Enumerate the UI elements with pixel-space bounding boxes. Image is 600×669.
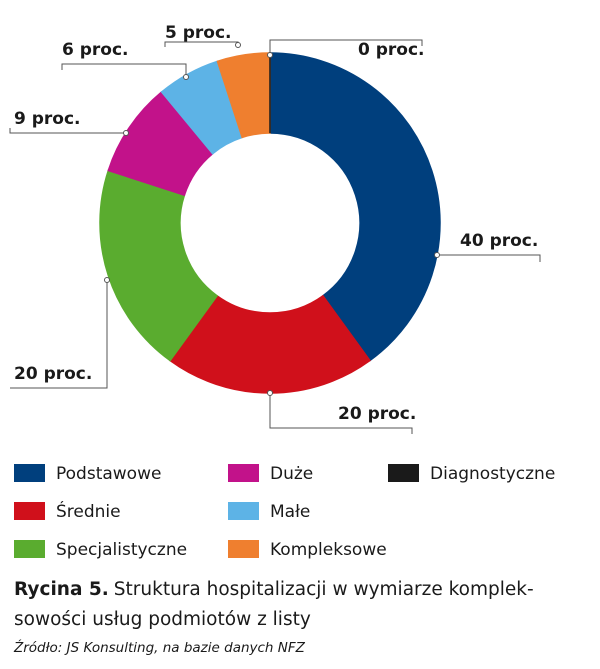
leader-dot [104, 277, 110, 283]
legend-swatch [14, 540, 45, 558]
leader-line [10, 280, 108, 389]
legend-label: Specjalistyczne [56, 540, 187, 560]
donut-slice [99, 169, 219, 362]
legend-label: Duże [270, 464, 313, 484]
legend-label: Średnie [56, 500, 121, 522]
value-label: 5 proc. [165, 23, 232, 43]
leader-line [269, 39, 423, 55]
legend-swatch [228, 464, 259, 482]
legend-label: Kompleksowe [270, 540, 387, 560]
legend-swatch [14, 502, 45, 520]
legend-swatch [14, 464, 45, 482]
value-label: 40 proc. [460, 231, 538, 251]
caption-text: sowości usług podmiotów z listy [14, 609, 311, 630]
legend-label: Podstawowe [56, 464, 161, 484]
caption-text: Struktura hospitalizacji w wymiarze komp… [114, 579, 534, 600]
legend-label: Małe [270, 502, 310, 522]
caption-label: Rycina 5. [14, 579, 109, 600]
leader-dot [183, 74, 189, 80]
leader-line [61, 63, 187, 77]
caption-line: Rycina 5. Struktura hospitalizacji w wymi… [14, 579, 534, 600]
source: Źródło: JS Konsulting, na bazie danych N… [13, 638, 306, 656]
legend-swatch [228, 502, 259, 520]
value-label: 0 proc. [358, 40, 425, 60]
legend-label: Diagnostyczne [430, 464, 555, 484]
value-label: 20 proc. [14, 364, 92, 384]
value-label: 9 proc. [14, 109, 81, 129]
value-label: 20 proc. [338, 404, 416, 424]
leader-dot [235, 42, 241, 48]
donut-slice [169, 294, 371, 394]
leader-line [9, 128, 126, 134]
leader-dot [267, 390, 273, 396]
legend-swatch [388, 464, 419, 482]
leader-dot [267, 52, 273, 58]
leader-line [437, 254, 541, 262]
donut-slice [269, 52, 441, 362]
leader-line [269, 393, 413, 434]
leader-dot [434, 252, 440, 258]
value-label: 6 proc. [62, 40, 129, 60]
legend-swatch [228, 540, 259, 558]
leader-dot [123, 130, 129, 136]
